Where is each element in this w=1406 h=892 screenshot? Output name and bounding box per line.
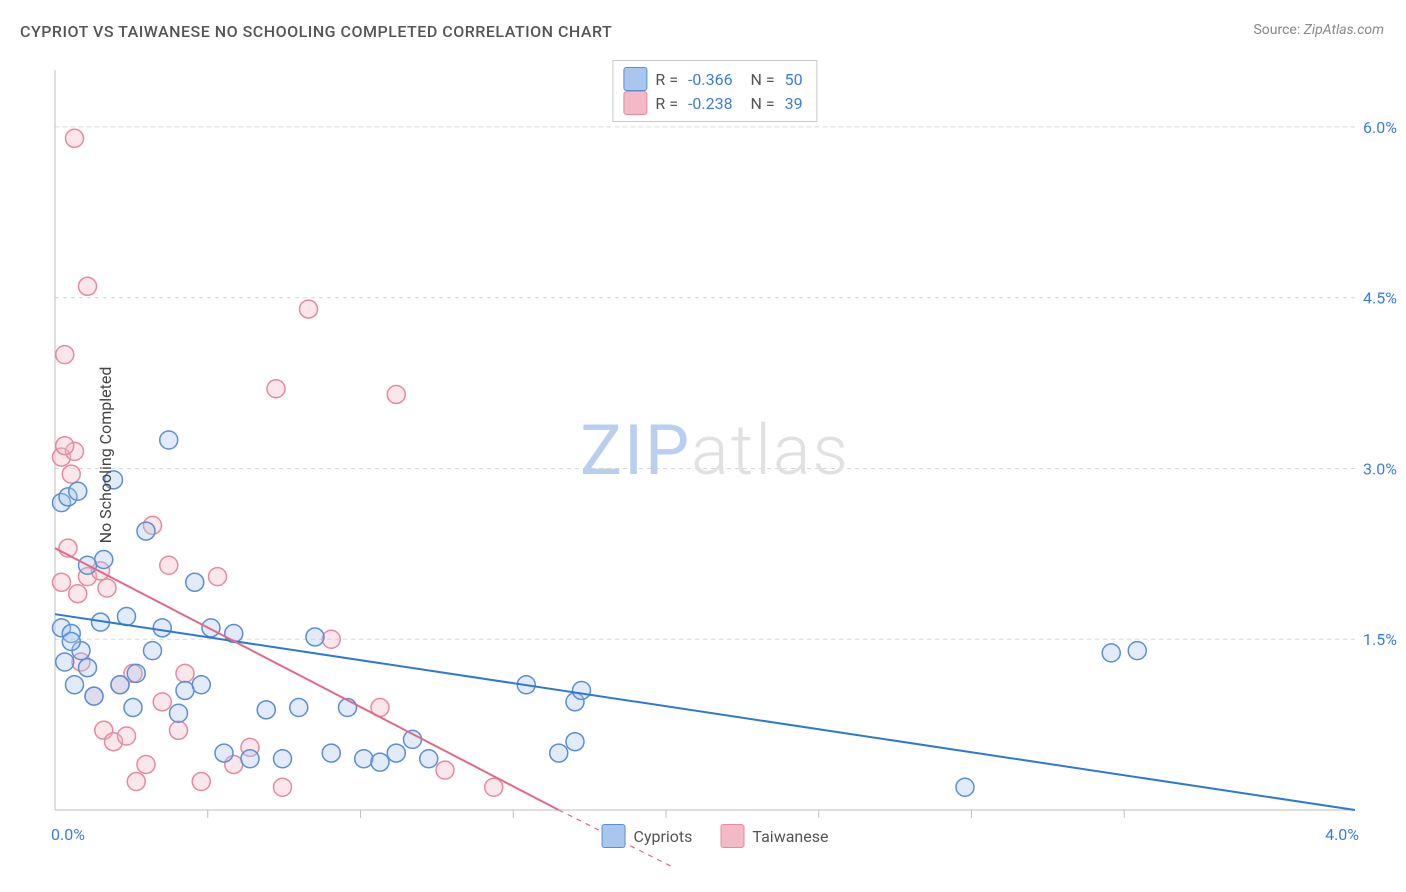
source-value: ZipAtlas.com	[1304, 22, 1384, 38]
legend-swatch-cypriots	[623, 67, 647, 91]
legend-swatch-taiwanese	[623, 91, 647, 115]
chart-title: CYPRIOT VS TAIWANESE NO SCHOOLING COMPLE…	[20, 22, 612, 41]
source-label: Source:	[1253, 22, 1300, 38]
legend-swatch	[602, 824, 626, 848]
legend-r-value: -0.238	[688, 94, 733, 113]
svg-text:4.5%: 4.5%	[1363, 289, 1397, 308]
legend-r-value: -0.366	[688, 70, 733, 89]
source-credit: Source: ZipAtlas.com	[1253, 22, 1384, 38]
legend-n-value: 39	[785, 94, 803, 113]
svg-text:1.5%: 1.5%	[1363, 630, 1397, 649]
legend-swatch	[720, 824, 744, 848]
scatter-chart: 1.5%3.0%4.5%6.0%0.0%4.0%	[55, 60, 1375, 850]
plot-area: No Schooling Completed ZIPatlas R = -0.3…	[55, 60, 1375, 850]
legend-item-cypriots: Cypriots	[602, 824, 693, 848]
legend-item-taiwanese: Taiwanese	[720, 824, 828, 848]
legend-row: R = -0.366 N = 50	[623, 67, 802, 91]
svg-text:6.0%: 6.0%	[1363, 118, 1397, 137]
series-legend: Cypriots Taiwanese	[602, 824, 829, 848]
legend-label: Taiwanese	[752, 827, 828, 846]
legend-label: Cypriots	[634, 827, 693, 846]
y-axis-label: No Schooling Completed	[96, 367, 115, 544]
legend-row: R = -0.238 N = 39	[623, 91, 802, 115]
svg-text:0.0%: 0.0%	[51, 825, 85, 844]
svg-text:3.0%: 3.0%	[1363, 459, 1397, 478]
legend-n-value: 50	[785, 70, 803, 89]
svg-text:4.0%: 4.0%	[1325, 825, 1359, 844]
correlation-legend: R = -0.366 N = 50 R = -0.238 N = 39	[612, 60, 817, 122]
